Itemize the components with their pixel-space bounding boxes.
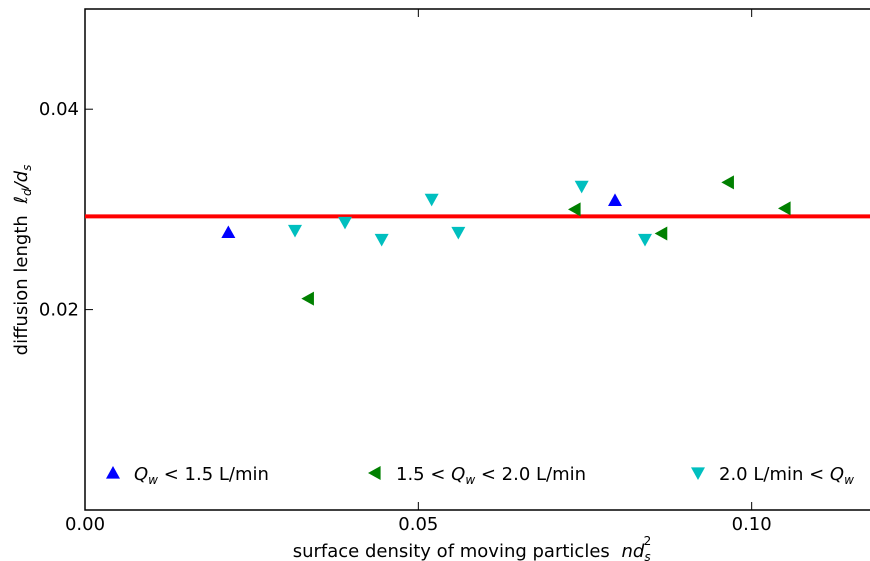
- x-axis-label-math-sub: s: [644, 550, 650, 561]
- y-tick-label: 0.02: [39, 300, 79, 321]
- data-point-series-3: [338, 216, 352, 230]
- x-tick-label: 0.10: [732, 514, 772, 535]
- y-axis-ticks: 0.02 0.04: [39, 99, 93, 321]
- plot-frame: [84, 8, 870, 511]
- data-point-series-2: [778, 201, 791, 216]
- data-point-series-3: [451, 226, 466, 240]
- data-point-series-3: [424, 193, 439, 207]
- data-point-series-1: [608, 193, 622, 206]
- x-axis-ticks: 0.00 0.05 0.10: [65, 9, 772, 535]
- data-point-series-2: [301, 291, 314, 306]
- x-tick-label: 0.05: [398, 514, 438, 535]
- x-axis-label-math: nd: [622, 541, 645, 561]
- data-point-series-1: [221, 225, 236, 239]
- legend-marker-series-1: [106, 466, 120, 479]
- legend-label-series-1: Qw < 1.5 L/min: [134, 464, 269, 487]
- x-axis-label: surface density of moving particles nds 2: [293, 534, 652, 561]
- x-axis-label-math-sup: 2: [644, 534, 652, 548]
- legend-label-series-3: 2.0 L/min < Qw: [719, 464, 854, 487]
- legend-marker-series-2: [368, 466, 381, 480]
- y-axis-label-math: ℓ: [11, 196, 32, 204]
- y-tick-label: 0.04: [39, 99, 79, 120]
- legend-marker-series-3: [691, 467, 705, 480]
- marker-layer: [221, 175, 791, 306]
- x-tick-label: 0.00: [65, 514, 105, 535]
- x-axis-label-text: surface density of moving particles: [293, 541, 610, 561]
- data-point-series-3: [288, 224, 302, 238]
- data-point-series-3: [638, 233, 652, 247]
- data-point-series-3: [574, 180, 589, 194]
- plot-area: [84, 8, 870, 511]
- data-point-series-2: [654, 226, 668, 241]
- legend: Qw < 1.5 L/min 1.5 < Qw < 2.0 L/min 2.0 L/…: [106, 464, 854, 487]
- y-axis-label-text: diffusion length: [11, 215, 32, 355]
- legend-label-series-2: 1.5 < Qw < 2.0 L/min: [396, 464, 586, 487]
- y-axis-label: diffusion length ℓd/ds: [11, 165, 34, 356]
- data-point-series-2: [721, 175, 734, 190]
- data-point-series-3: [374, 233, 389, 247]
- data-point-series-2: [568, 202, 581, 217]
